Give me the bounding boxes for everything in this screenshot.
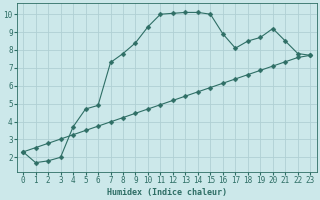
- X-axis label: Humidex (Indice chaleur): Humidex (Indice chaleur): [107, 188, 227, 197]
